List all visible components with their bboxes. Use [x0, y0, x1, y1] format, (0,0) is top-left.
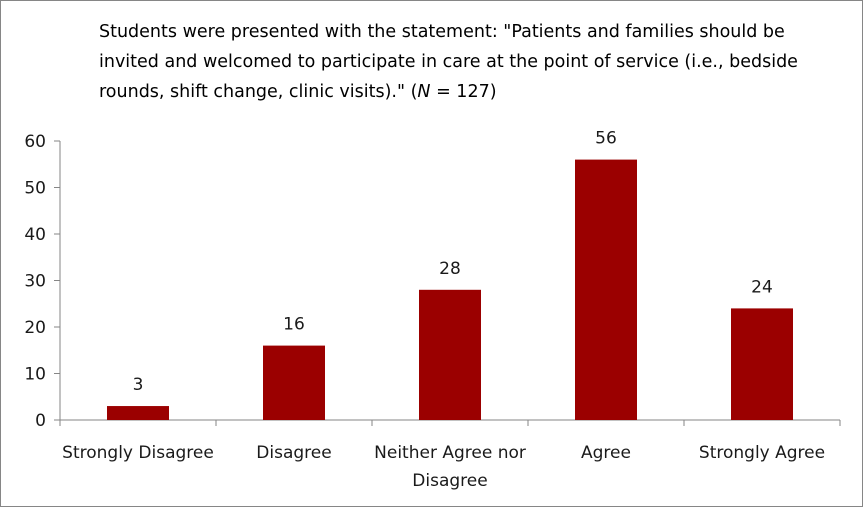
- bar: [419, 289, 481, 420]
- chart-title-text: Students were presented with the stateme…: [99, 22, 798, 102]
- y-tick-label: 50: [24, 179, 46, 199]
- y-tick-label: 0: [35, 411, 46, 431]
- bar: [263, 345, 325, 420]
- data-label: 28: [439, 259, 461, 279]
- data-label: 3: [133, 375, 144, 395]
- category-label: Strongly Agree: [699, 443, 825, 463]
- bar: [575, 159, 637, 420]
- chart-title-n: N: [417, 82, 431, 102]
- category-label: Strongly Disagree: [62, 443, 214, 463]
- chart-title-count: = 127): [430, 82, 497, 102]
- y-tick-label: 40: [24, 225, 46, 245]
- data-label: 16: [283, 315, 305, 335]
- y-tick-label: 30: [24, 272, 46, 292]
- chart-title: Students were presented with the stateme…: [99, 17, 799, 107]
- data-label: 24: [751, 277, 773, 297]
- category-label: Disagree: [256, 443, 331, 463]
- bar: [107, 406, 169, 420]
- category-label: Neither Agree nor: [374, 443, 526, 463]
- y-tick-label: 60: [24, 132, 46, 152]
- category-label: Agree: [581, 443, 631, 463]
- y-tick-label: 20: [24, 318, 46, 338]
- bar: [731, 308, 793, 420]
- category-label: Disagree: [412, 471, 487, 491]
- data-label: 56: [595, 129, 617, 149]
- y-tick-label: 10: [24, 365, 46, 385]
